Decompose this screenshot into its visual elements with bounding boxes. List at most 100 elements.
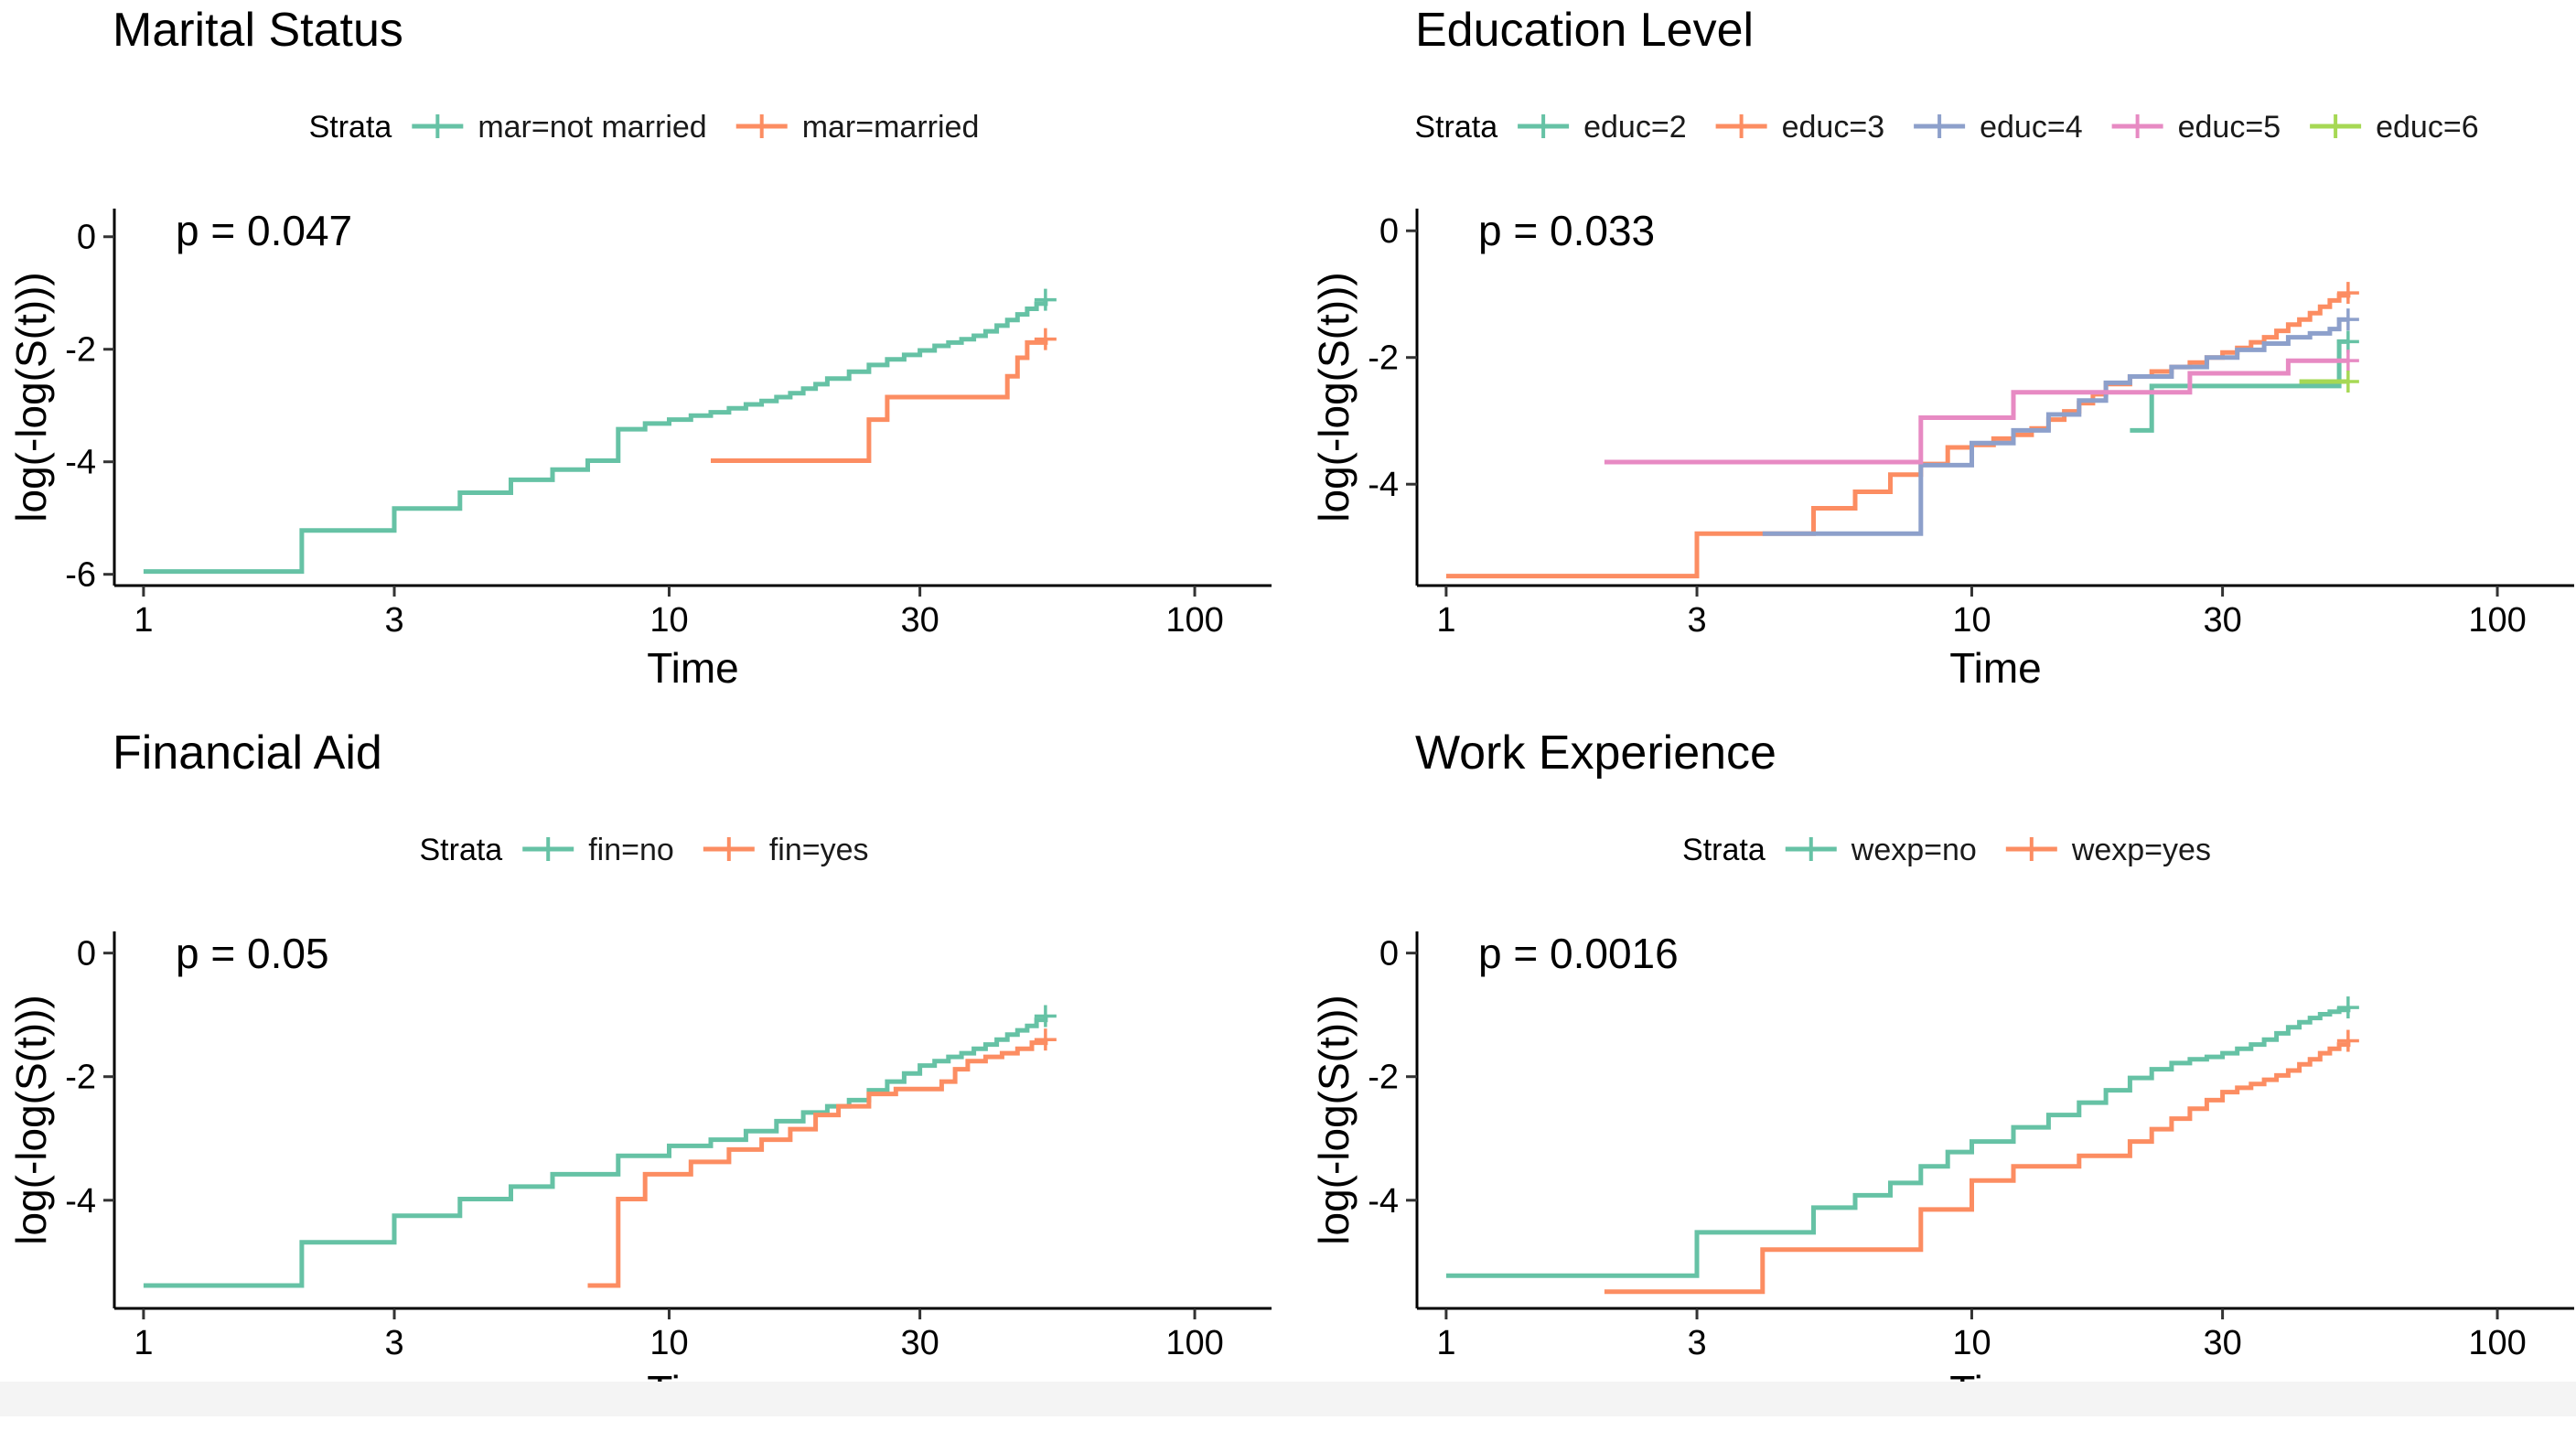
legend-item: educ=5 (2111, 110, 2281, 145)
series-line (1604, 358, 2348, 465)
x-tick-label: 10 (1952, 1324, 1991, 1362)
legend-item: fin=yes (703, 833, 869, 867)
x-tick-label: 1 (1436, 1324, 1455, 1362)
censor-mark (1034, 288, 1057, 311)
legend-label: educ=2 (1583, 110, 1687, 145)
censor-mark (2336, 308, 2359, 331)
legend-item: fin=no (522, 833, 674, 867)
x-tick-label: 3 (1687, 601, 1706, 640)
series-mar=not married (143, 288, 1057, 575)
censor-mark (2336, 330, 2359, 353)
y-axis-label: log(-log(S(t))) (1310, 995, 1358, 1244)
legend-item: educ=4 (1914, 110, 2083, 145)
x-tick-label: 30 (900, 1324, 939, 1362)
y-tick-label: -6 (65, 556, 96, 595)
chart-title: Marital Status (113, 4, 403, 57)
x-tick-label: 10 (649, 1324, 688, 1362)
series-line (711, 339, 1048, 463)
series-educ=4 (1762, 308, 2359, 536)
legend-title: Strata (309, 110, 392, 145)
panel-work-experience: Work Experience Strata wexp=no wexp=yes 0 -2 -… (1303, 723, 2576, 1431)
p-value: p = 0.047 (176, 207, 352, 254)
panel-marital-status: Marital Status Strata mar=not married mar=m… (0, 0, 1288, 708)
x-tick-label: 100 (1165, 601, 1223, 640)
legend-item: wexp=yes (2005, 833, 2211, 867)
series-line (1604, 1040, 2351, 1295)
y-tick-label: -2 (1368, 1059, 1399, 1097)
series-educ=6 (2299, 371, 2359, 393)
x-tick-label: 30 (900, 601, 939, 640)
x-tick-label: 10 (649, 601, 688, 640)
legend-item: mar=married (735, 110, 980, 145)
y-axis-label: log(-log(S(t))) (1310, 272, 1358, 522)
legend-item: mar=not married (412, 110, 707, 145)
censor-mark (1034, 328, 1057, 350)
series-line (1762, 317, 2348, 536)
x-tick-label: 100 (1165, 1324, 1223, 1362)
x-tick-label: 3 (384, 1324, 403, 1362)
legend-item: wexp=no (1785, 833, 1977, 867)
x-axis-label: Time (1949, 644, 2042, 692)
series-line (587, 1039, 1048, 1288)
y-axis-label: log(-log(S(t))) (7, 995, 55, 1244)
censor-mark (1034, 1005, 1057, 1028)
legend-title: Strata (1682, 833, 1766, 867)
y-tick-label: -2 (65, 331, 96, 370)
y-tick-label: -4 (65, 444, 96, 482)
legend-label: fin=yes (769, 833, 869, 867)
y-tick-label: 0 (77, 935, 96, 974)
legend-label: fin=no (588, 833, 674, 867)
chart-education-level: Education Level Strata educ=2 educ=3 educ=4 e… (1310, 4, 2574, 692)
censor-mark (1034, 1028, 1057, 1051)
x-tick-label: 3 (1687, 1324, 1706, 1362)
series-wexp=no (1445, 996, 2359, 1278)
panel-education-level: Education Level Strata educ=2 educ=3 educ=4 e… (1303, 0, 2576, 708)
x-tick-label: 1 (134, 601, 153, 640)
x-tick-label: 1 (1436, 601, 1455, 640)
y-tick-label: -4 (1368, 1182, 1399, 1221)
chart-title: Financial Aid (113, 726, 382, 780)
legend-label: educ=3 (1782, 110, 1885, 145)
legend-item: educ=3 (1715, 110, 1885, 145)
censor-mark (2336, 996, 2359, 1019)
chart-work-experience: Work Experience Strata wexp=no wexp=yes 0 -2 -… (1310, 726, 2574, 1415)
censor-mark (2336, 1029, 2359, 1052)
x-tick-label: 10 (1952, 601, 1991, 640)
legend-item: educ=2 (1518, 110, 1687, 145)
chart-title: Work Experience (1415, 726, 1776, 780)
x-tick-label: 30 (2203, 601, 2241, 640)
x-tick-label: 3 (384, 601, 403, 640)
censor-mark (2336, 371, 2359, 393)
series-wexp=yes (1604, 1029, 2359, 1295)
bottom-shade (0, 1382, 2576, 1416)
y-tick-label: 0 (1379, 935, 1399, 974)
x-tick-label: 100 (2468, 1324, 2526, 1362)
censor-mark (2336, 282, 2359, 305)
y-tick-label: -2 (1368, 339, 1399, 378)
series-mar=married (711, 328, 1057, 463)
chart-financial-aid: Financial Aid Strata fin=no fin=yes 0 -2 -4 1 3 1… (7, 726, 1272, 1415)
y-tick-label: -2 (65, 1059, 96, 1097)
series-line (143, 299, 1048, 575)
y-axis-label: log(-log(S(t))) (7, 272, 55, 522)
p-value: p = 0.033 (1478, 207, 1655, 254)
series-line (143, 1016, 1048, 1288)
series-fin=yes (587, 1028, 1057, 1288)
x-axis-label: Time (647, 644, 739, 692)
legend-title: Strata (420, 833, 503, 867)
x-tick-label: 1 (134, 1324, 153, 1362)
x-tick-label: 30 (2203, 1324, 2241, 1362)
y-tick-label: 0 (77, 219, 96, 257)
y-tick-label: -4 (1368, 466, 1399, 504)
legend-label: educ=5 (2178, 110, 2281, 145)
series-educ=5 (1604, 350, 2359, 465)
legend-label: educ=6 (2376, 110, 2479, 145)
panel-financial-aid: Financial Aid Strata fin=no fin=yes 0 -2 -4 1 3 1… (0, 723, 1288, 1431)
p-value: p = 0.0016 (1478, 930, 1679, 977)
p-value: p = 0.05 (176, 930, 329, 977)
legend-label: wexp=no (1851, 833, 1977, 867)
censor-mark (2336, 350, 2359, 372)
legend-label: wexp=yes (2071, 833, 2211, 867)
y-tick-label: -4 (65, 1182, 96, 1221)
legend-label: mar=married (802, 110, 980, 145)
